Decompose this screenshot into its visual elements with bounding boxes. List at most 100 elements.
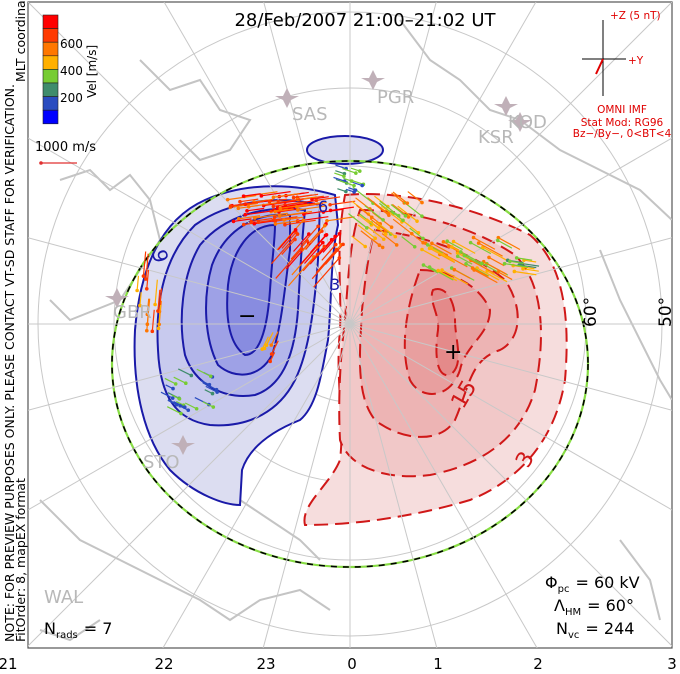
velocity-vector (379, 200, 400, 217)
vector-origin (441, 240, 446, 244)
coordinate-system-note: MLT coordinates (13, 0, 28, 82)
velocity-vector (357, 224, 376, 239)
vector-origin (231, 219, 236, 224)
vector-origin (487, 255, 491, 260)
vector-origin (452, 267, 457, 272)
velocity-vector (392, 191, 408, 204)
velocity-vector (251, 217, 273, 223)
velocity-vector (409, 227, 424, 239)
vector-origin (283, 222, 287, 227)
vector-count: Nvc = 244 (556, 619, 634, 641)
radar-marker-sto (171, 435, 195, 455)
velocity-vector (283, 216, 304, 221)
mlt-meridian (28, 237, 351, 325)
vector-origin (364, 226, 369, 230)
vector-origin (177, 397, 182, 401)
velocity-vector (297, 205, 327, 211)
vector-origin (449, 266, 454, 270)
velocity-vector (315, 249, 337, 274)
radar-marker-sas (275, 88, 299, 108)
vector-origin (479, 261, 484, 266)
vector-origin (150, 329, 155, 334)
mlt-meridian (349, 137, 672, 325)
velocity-vector (523, 259, 537, 263)
vector-origin (138, 303, 142, 308)
velocity-vector (146, 298, 150, 315)
coastlines (39, 19, 672, 642)
velocity-vector (470, 259, 495, 274)
velocity-vector (279, 210, 312, 217)
velocity-vector (258, 218, 283, 223)
vector-origin (271, 195, 276, 200)
vector-origin (405, 201, 410, 205)
velocity-vector (522, 268, 539, 272)
velocity-vector (145, 253, 149, 280)
preview-note: NOTE: FOR PREVIEW PURPOSES ONLY. PLEASE … (2, 84, 17, 642)
velocity-vector (371, 238, 384, 248)
velocity-vector (454, 269, 471, 279)
vector-origin (389, 225, 394, 230)
velocity-vector (488, 256, 505, 267)
velocity-vector (248, 202, 278, 208)
velocity-vector (270, 233, 298, 265)
vector-origin (208, 374, 213, 379)
velocity-vector (441, 269, 469, 285)
velocity-vector (470, 242, 492, 255)
vector-origin (259, 194, 264, 198)
vector-origin (328, 202, 332, 207)
vector-origin (314, 198, 319, 203)
colorbar-tick-400: 400 (60, 64, 83, 78)
velocity-vector (498, 237, 521, 250)
vector-origin (241, 194, 246, 198)
vector-origin (373, 236, 378, 241)
vector-origin (305, 239, 309, 243)
velocity-vector (275, 220, 300, 225)
vector-origin (502, 261, 507, 266)
vector-origin (333, 242, 338, 247)
vector-origin (291, 195, 296, 200)
contour-label-neg6: 6 (318, 197, 328, 216)
velocity-vector (293, 233, 310, 252)
mlt-meridian (162, 323, 351, 648)
velocity-vector (277, 229, 297, 251)
vector-origin (189, 373, 194, 378)
vector-origin (170, 396, 175, 400)
velocity-vector (464, 255, 483, 266)
colorbar-band (42, 109, 59, 125)
vector-origin (386, 211, 391, 216)
mlt-label-21: 21 (0, 655, 18, 673)
imf-z-label: +Z (5 nT) (610, 10, 661, 22)
vector-origin (468, 240, 473, 245)
vector-origin (381, 218, 385, 222)
mlt-meridian (28, 323, 351, 411)
velocity-vector (473, 237, 496, 250)
vector-origin (421, 263, 426, 267)
vector-origin (228, 204, 233, 208)
velocity-vector (321, 244, 337, 261)
velocity-vector (269, 198, 287, 203)
vector-origin (211, 405, 216, 409)
vector-origin (455, 254, 460, 259)
vector-origin (393, 234, 398, 239)
velocity-vector (478, 242, 503, 257)
vector-origin (436, 268, 440, 273)
velocity-vector (407, 191, 423, 204)
vector-origin (508, 259, 512, 264)
colorbar-label: Vel [m/s] (85, 45, 99, 98)
vector-origin (173, 382, 178, 386)
velocity-vector (281, 239, 296, 255)
map-title: 28/Feb/2007 21:00–21:02 UT (234, 10, 496, 31)
velocity-vector (367, 197, 389, 215)
vector-origin (415, 219, 419, 223)
mlt-label-1: 1 (433, 655, 443, 673)
vector-origin (267, 199, 272, 204)
mlt-meridian (349, 2, 672, 325)
heppner-maynard-boundary-dash (111, 160, 589, 568)
vector-origin (184, 381, 188, 386)
vector-origin (273, 222, 278, 226)
velocity-vector (521, 262, 540, 267)
vector-origin (357, 169, 362, 173)
vector-origin (182, 405, 187, 410)
velocity-vector (372, 202, 390, 216)
vector-origin (272, 215, 277, 219)
